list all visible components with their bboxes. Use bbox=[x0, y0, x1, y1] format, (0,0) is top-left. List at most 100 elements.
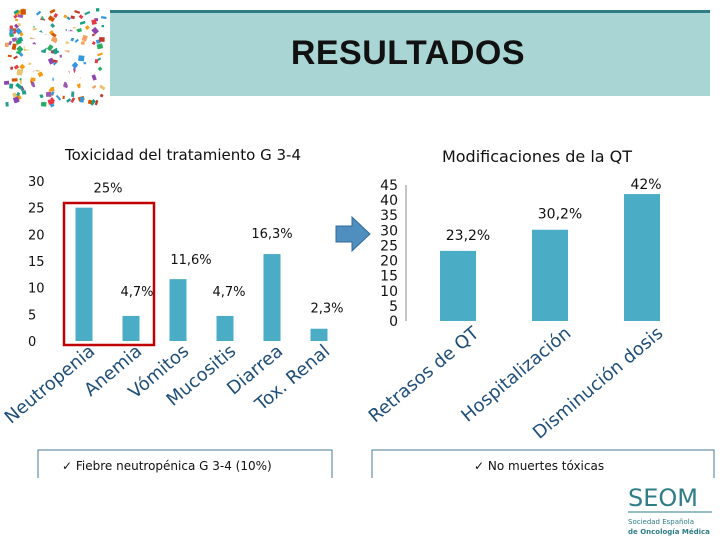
toxicity-bar bbox=[263, 254, 281, 341]
logo-confetti-piece bbox=[9, 28, 14, 35]
logo-confetti-piece bbox=[91, 41, 96, 46]
logo-confetti-piece bbox=[37, 71, 44, 78]
logo-confetti-piece bbox=[30, 36, 36, 39]
toxicity-data-label: 2,3% bbox=[310, 302, 343, 317]
qt-ytick-label: 35 bbox=[380, 208, 398, 224]
logo-confetti-piece bbox=[81, 34, 88, 42]
logo-confetti-piece bbox=[96, 43, 104, 50]
logo-confetti-piece bbox=[50, 36, 59, 44]
logo-confetti-piece bbox=[100, 15, 107, 20]
logo-confetti-piece bbox=[10, 66, 14, 70]
qt-bar bbox=[440, 250, 476, 321]
logo-confetti-piece bbox=[62, 95, 65, 100]
qt-ytick-label: 15 bbox=[380, 269, 398, 285]
qt-ytick-label: 20 bbox=[380, 254, 398, 270]
logo-confetti-piece bbox=[80, 82, 85, 87]
logo-confetti-piece bbox=[59, 54, 62, 58]
logo-confetti-piece bbox=[13, 55, 18, 60]
logo-confetti-piece bbox=[99, 84, 106, 91]
logo-confetti-piece bbox=[30, 77, 36, 82]
qt-bar bbox=[532, 229, 568, 321]
logo-confetti-piece bbox=[70, 15, 75, 20]
logo-confetti-piece bbox=[67, 43, 72, 50]
logo-confetti-piece bbox=[99, 37, 105, 42]
logo-confetti-piece bbox=[40, 46, 47, 54]
logo-confetti-piece bbox=[94, 58, 99, 64]
logo-confetti-piece bbox=[94, 99, 99, 106]
logo-confetti-piece bbox=[29, 64, 36, 72]
arrow-right-icon bbox=[335, 215, 371, 253]
logo-confetti-piece bbox=[42, 87, 47, 92]
logo-confetti-piece bbox=[13, 14, 18, 19]
logo-confetti-piece bbox=[91, 84, 97, 90]
logo-confetti-piece bbox=[5, 101, 9, 107]
logo-confetti-piece bbox=[57, 36, 64, 44]
footer-tagline-2: de Oncología Médica bbox=[628, 528, 710, 536]
logo-confetti-piece bbox=[76, 28, 82, 33]
logo-confetti-piece bbox=[76, 68, 83, 73]
seom-logo: S E O M bbox=[3, 4, 108, 108]
logo-confetti-piece bbox=[13, 64, 20, 70]
qt-ytick-label: 25 bbox=[380, 238, 398, 254]
logo-confetti-piece bbox=[11, 78, 18, 82]
logo-confetti-piece bbox=[99, 93, 104, 98]
logo-confetti-piece bbox=[49, 8, 56, 14]
qt-modifications-chart: Modificaciones de la QT 0510152025303540… bbox=[365, 147, 668, 443]
logo-confetti-piece bbox=[41, 16, 45, 21]
toxicity-ytick-label: 30 bbox=[28, 175, 45, 190]
footer-brand: SEOM bbox=[628, 484, 698, 512]
toxicity-ytick-label: 15 bbox=[28, 255, 45, 270]
logo-confetti-piece bbox=[23, 45, 29, 51]
logo-confetti-piece bbox=[9, 83, 14, 89]
logo-confetti-piece bbox=[35, 67, 40, 72]
logo-confetti-piece bbox=[7, 54, 12, 58]
logo-confetti-piece bbox=[79, 74, 86, 81]
logo-confetti-piece bbox=[21, 90, 27, 95]
toxicity-data-label: 4,7% bbox=[212, 285, 245, 300]
logo-confetti-piece bbox=[17, 14, 24, 19]
logo-confetti-piece bbox=[53, 12, 59, 19]
logo-confetti-piece bbox=[71, 91, 75, 97]
logo-confetti-piece bbox=[16, 45, 24, 53]
logo-confetti-piece bbox=[13, 9, 20, 15]
qt-ytick-label: 45 bbox=[380, 178, 398, 194]
logo-confetti-piece bbox=[16, 91, 21, 97]
toxicity-data-label: 25% bbox=[94, 182, 123, 197]
logo-confetti-piece bbox=[50, 91, 55, 96]
logo-confetti-piece bbox=[19, 63, 26, 70]
logo-confetti-piece bbox=[18, 23, 21, 27]
logo-confetti-piece bbox=[71, 20, 79, 28]
toxicity-chart-title: Toxicidad del tratamiento G 3-4 bbox=[64, 146, 301, 164]
logo-confetti-piece bbox=[14, 23, 19, 29]
toxicity-data-label: 11,6% bbox=[170, 253, 211, 268]
logo-letter-o: O bbox=[20, 58, 54, 104]
logo-confetti-piece bbox=[78, 55, 85, 62]
logo-confetti-piece bbox=[19, 77, 26, 83]
toxicity-bar bbox=[169, 279, 187, 341]
title-top-rule bbox=[110, 10, 710, 13]
slide-title: RESULTADOS bbox=[290, 34, 525, 72]
logo-confetti-piece bbox=[11, 43, 17, 51]
logo-confetti-piece bbox=[70, 97, 76, 103]
logo-confetti-piece bbox=[32, 41, 37, 47]
logo-confetti-piece bbox=[72, 77, 79, 83]
qt-chart-title: Modificaciones de la QT bbox=[442, 147, 632, 166]
qt-data-label: 42% bbox=[630, 177, 661, 193]
title-band: RESULTADOS bbox=[110, 10, 710, 96]
logo-confetti-piece bbox=[87, 99, 93, 105]
toxicity-data-label: 4,7% bbox=[120, 285, 153, 300]
logo-confetti-piece bbox=[68, 29, 76, 36]
seom-logo-art: S E O M bbox=[3, 8, 107, 108]
toxicity-ytick-label: 20 bbox=[28, 228, 45, 243]
qt-ytick-label: 30 bbox=[380, 223, 398, 239]
logo-confetti-piece bbox=[62, 40, 69, 47]
logo-confetti-piece bbox=[14, 18, 18, 22]
logo-confetti-piece bbox=[91, 74, 97, 81]
logo-confetti-piece bbox=[101, 25, 105, 28]
logo-confetti-piece bbox=[37, 30, 44, 37]
logo-confetti-piece bbox=[47, 57, 55, 65]
logo-confetti-piece bbox=[66, 98, 72, 103]
logo-confetti-piece bbox=[52, 59, 58, 63]
logo-letter-e: E bbox=[54, 14, 81, 60]
logo-confetti-piece bbox=[52, 61, 57, 66]
